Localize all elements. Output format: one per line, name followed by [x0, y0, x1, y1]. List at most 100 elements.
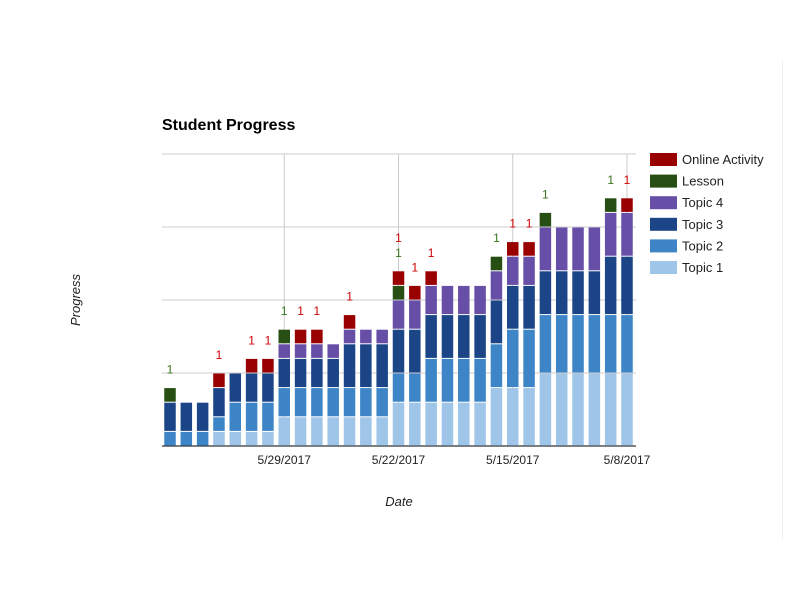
bar-segment-topic-3[interactable]: [507, 285, 519, 329]
bar-segment-topic-4[interactable]: [425, 285, 437, 315]
bar-segment-topic-3[interactable]: [474, 315, 486, 358]
bar-segment-topic-4[interactable]: [539, 227, 552, 271]
bar-segment-topic-3[interactable]: [245, 373, 258, 402]
bar-segment-topic-2[interactable]: [294, 388, 307, 417]
bar-segment-online-activity[interactable]: [523, 242, 535, 256]
bar-segment-topic-2[interactable]: [360, 388, 372, 417]
bar-segment-topic-1[interactable]: [604, 373, 617, 446]
bar-segment-topic-3[interactable]: [229, 373, 242, 402]
bar-segment-topic-1[interactable]: [245, 431, 258, 446]
bar-segment-online-activity[interactable]: [507, 242, 519, 256]
bar-segment-topic-2[interactable]: [441, 358, 454, 402]
bar-segment-topic-4[interactable]: [555, 227, 568, 271]
bar-segment-topic-4[interactable]: [409, 300, 421, 329]
bar-segment-topic-1[interactable]: [360, 417, 372, 446]
bar-segment-topic-3[interactable]: [294, 358, 307, 388]
bar-segment-topic-2[interactable]: [392, 373, 405, 402]
bar-segment-topic-1[interactable]: [490, 388, 503, 446]
bar-segment-lesson[interactable]: [604, 198, 617, 212]
bar-segment-topic-2[interactable]: [343, 388, 356, 417]
bar-segment-topic-3[interactable]: [604, 256, 617, 315]
bar-segment-online-activity[interactable]: [621, 198, 633, 212]
bar-segment-topic-4[interactable]: [278, 344, 291, 358]
bar-segment-online-activity[interactable]: [343, 315, 356, 329]
bar-segment-topic-2[interactable]: [621, 315, 633, 373]
bar-segment-topic-1[interactable]: [588, 373, 601, 446]
bar-segment-online-activity[interactable]: [409, 285, 421, 300]
bar-segment-topic-2[interactable]: [245, 402, 258, 431]
bar-segment-topic-3[interactable]: [490, 300, 503, 344]
bar-segment-topic-4[interactable]: [343, 329, 356, 344]
bar-segment-online-activity[interactable]: [294, 329, 307, 344]
bar-segment-topic-1[interactable]: [229, 431, 242, 446]
bar-segment-topic-1[interactable]: [327, 417, 339, 446]
bar-segment-topic-4[interactable]: [474, 285, 486, 315]
bar-segment-topic-4[interactable]: [490, 271, 503, 300]
bar-segment-topic-1[interactable]: [409, 402, 421, 446]
bar-segment-lesson[interactable]: [539, 212, 552, 227]
bar-segment-topic-2[interactable]: [474, 358, 486, 402]
bar-segment-topic-2[interactable]: [523, 329, 535, 388]
bar-segment-topic-4[interactable]: [572, 227, 584, 271]
bar-segment-online-activity[interactable]: [245, 358, 258, 373]
bar-segment-topic-3[interactable]: [262, 373, 274, 402]
bar-segment-topic-3[interactable]: [425, 315, 437, 358]
bar-segment-topic-3[interactable]: [539, 271, 552, 315]
bar-segment-online-activity[interactable]: [262, 358, 274, 373]
bar-segment-topic-4[interactable]: [441, 285, 454, 315]
bar-segment-topic-2[interactable]: [507, 329, 519, 388]
bar-segment-topic-4[interactable]: [376, 329, 388, 344]
bar-segment-topic-2[interactable]: [229, 402, 242, 431]
bar-segment-topic-3[interactable]: [376, 344, 388, 388]
bar-segment-topic-3[interactable]: [572, 271, 584, 315]
bar-segment-topic-3[interactable]: [441, 315, 454, 358]
bar-segment-topic-2[interactable]: [490, 344, 503, 388]
bar-segment-online-activity[interactable]: [425, 271, 437, 285]
bar-segment-online-activity[interactable]: [311, 329, 323, 344]
bar-segment-lesson[interactable]: [164, 388, 176, 402]
bar-segment-topic-3[interactable]: [523, 285, 535, 329]
bar-segment-topic-4[interactable]: [360, 329, 372, 344]
bar-segment-topic-1[interactable]: [425, 402, 437, 446]
legend-item[interactable]: Lesson: [650, 174, 724, 189]
bar-segment-topic-3[interactable]: [164, 402, 176, 431]
bar-segment-topic-4[interactable]: [604, 212, 617, 256]
bar-segment-online-activity[interactable]: [392, 271, 405, 285]
bar-segment-topic-1[interactable]: [392, 402, 405, 446]
bar-segment-topic-1[interactable]: [262, 431, 274, 446]
bar-segment-topic-1[interactable]: [621, 373, 633, 446]
bar-segment-topic-2[interactable]: [262, 402, 274, 431]
bar-segment-topic-1[interactable]: [555, 373, 568, 446]
bar-segment-topic-3[interactable]: [588, 271, 601, 315]
bar-segment-topic-1[interactable]: [376, 417, 388, 446]
bar-segment-topic-3[interactable]: [458, 315, 470, 358]
bar-segment-topic-1[interactable]: [507, 388, 519, 446]
bar-segment-topic-4[interactable]: [294, 344, 307, 358]
bar-segment-topic-1[interactable]: [311, 417, 323, 446]
bar-segment-topic-1[interactable]: [441, 402, 454, 446]
bar-segment-topic-3[interactable]: [392, 329, 405, 373]
bar-segment-topic-3[interactable]: [327, 358, 339, 388]
bar-segment-topic-1[interactable]: [458, 402, 470, 446]
bar-segment-topic-2[interactable]: [425, 358, 437, 402]
bar-segment-topic-4[interactable]: [507, 256, 519, 285]
bar-segment-topic-4[interactable]: [311, 344, 323, 358]
bar-segment-topic-2[interactable]: [555, 315, 568, 373]
legend-item[interactable]: Online Activity: [650, 152, 764, 167]
bar-segment-topic-2[interactable]: [376, 388, 388, 417]
bar-segment-topic-2[interactable]: [213, 417, 225, 431]
bar-segment-topic-1[interactable]: [539, 373, 552, 446]
bar-segment-lesson[interactable]: [490, 256, 503, 271]
bar-segment-topic-3[interactable]: [213, 388, 225, 417]
bar-segment-topic-2[interactable]: [164, 431, 176, 446]
bar-segment-topic-2[interactable]: [572, 315, 584, 373]
bar-segment-topic-2[interactable]: [458, 358, 470, 402]
bar-segment-topic-3[interactable]: [621, 256, 633, 315]
bar-segment-topic-4[interactable]: [327, 344, 339, 358]
bar-segment-topic-2[interactable]: [588, 315, 601, 373]
bar-segment-topic-3[interactable]: [180, 402, 193, 431]
bar-segment-topic-3[interactable]: [360, 344, 372, 388]
bar-segment-topic-1[interactable]: [278, 417, 291, 446]
bar-segment-topic-2[interactable]: [196, 431, 209, 446]
legend-item[interactable]: Topic 3: [650, 217, 723, 232]
